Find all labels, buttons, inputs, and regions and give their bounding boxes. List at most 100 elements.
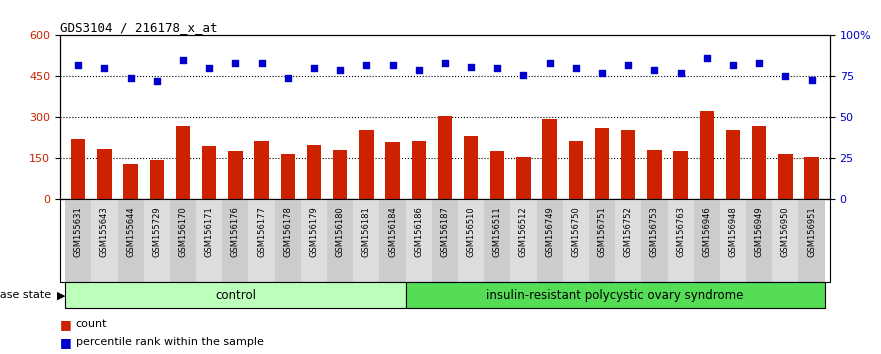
Bar bbox=[726, 130, 740, 199]
Bar bbox=[405, 282, 825, 308]
Bar bbox=[222, 199, 248, 282]
Point bbox=[176, 57, 190, 63]
Text: GSM156749: GSM156749 bbox=[545, 206, 554, 257]
Bar bbox=[333, 150, 347, 199]
Text: GSM156179: GSM156179 bbox=[309, 206, 318, 257]
Text: GSM156511: GSM156511 bbox=[492, 206, 502, 257]
Point bbox=[752, 61, 766, 66]
Text: GSM156512: GSM156512 bbox=[519, 206, 528, 257]
Text: GSM155631: GSM155631 bbox=[74, 206, 83, 257]
Text: GDS3104 / 216178_x_at: GDS3104 / 216178_x_at bbox=[60, 21, 218, 34]
Point bbox=[778, 74, 792, 79]
Bar bbox=[65, 282, 405, 308]
Bar bbox=[327, 199, 353, 282]
Bar bbox=[673, 152, 688, 199]
Bar bbox=[385, 142, 400, 199]
Bar bbox=[176, 126, 190, 199]
Bar bbox=[641, 199, 668, 282]
Bar bbox=[543, 119, 557, 199]
Text: GSM156951: GSM156951 bbox=[807, 206, 816, 257]
Text: GSM156949: GSM156949 bbox=[755, 206, 764, 257]
Text: GSM156177: GSM156177 bbox=[257, 206, 266, 257]
Point bbox=[490, 65, 504, 71]
Text: count: count bbox=[76, 319, 107, 329]
Text: GSM156187: GSM156187 bbox=[440, 206, 449, 257]
Bar bbox=[380, 199, 405, 282]
Bar bbox=[720, 199, 746, 282]
Bar bbox=[405, 199, 432, 282]
Bar bbox=[615, 199, 641, 282]
Point bbox=[386, 62, 400, 68]
Point bbox=[359, 62, 374, 68]
Bar bbox=[255, 141, 269, 199]
Bar bbox=[746, 199, 773, 282]
Bar bbox=[248, 199, 275, 282]
Text: control: control bbox=[215, 289, 255, 302]
Bar bbox=[804, 157, 818, 199]
Text: GSM156180: GSM156180 bbox=[336, 206, 344, 257]
Bar bbox=[170, 199, 196, 282]
Bar bbox=[700, 110, 714, 199]
Bar bbox=[123, 164, 137, 199]
Text: GSM156186: GSM156186 bbox=[414, 206, 423, 257]
Point bbox=[98, 65, 112, 71]
Point bbox=[804, 77, 818, 82]
Bar bbox=[648, 150, 662, 199]
Text: GSM156753: GSM156753 bbox=[650, 206, 659, 257]
Point bbox=[595, 70, 609, 76]
Bar bbox=[432, 199, 458, 282]
Bar bbox=[568, 141, 583, 199]
Bar bbox=[668, 199, 693, 282]
Point bbox=[569, 65, 583, 71]
Bar bbox=[773, 199, 798, 282]
Bar bbox=[595, 128, 610, 199]
Bar bbox=[752, 126, 766, 199]
Bar bbox=[202, 146, 217, 199]
Point bbox=[674, 70, 688, 76]
Point bbox=[307, 65, 321, 71]
Text: GSM155729: GSM155729 bbox=[152, 206, 161, 257]
Bar bbox=[411, 141, 426, 199]
Bar bbox=[92, 199, 117, 282]
Point bbox=[228, 61, 242, 66]
Text: GSM156752: GSM156752 bbox=[624, 206, 633, 257]
Point bbox=[464, 64, 478, 69]
Text: GSM156946: GSM156946 bbox=[702, 206, 711, 257]
Text: disease state: disease state bbox=[0, 290, 51, 300]
Text: GSM156750: GSM156750 bbox=[572, 206, 581, 257]
Text: GSM156171: GSM156171 bbox=[204, 206, 214, 257]
Bar bbox=[97, 149, 112, 199]
Text: GSM156763: GSM156763 bbox=[676, 206, 685, 257]
Bar bbox=[196, 199, 222, 282]
Bar bbox=[464, 137, 478, 199]
Text: GSM156176: GSM156176 bbox=[231, 206, 240, 257]
Text: GSM156178: GSM156178 bbox=[284, 206, 292, 257]
Bar bbox=[621, 130, 635, 199]
Bar bbox=[693, 199, 720, 282]
Point bbox=[202, 65, 216, 71]
Text: GSM156181: GSM156181 bbox=[362, 206, 371, 257]
Point bbox=[333, 67, 347, 73]
Point bbox=[700, 56, 714, 61]
Text: percentile rank within the sample: percentile rank within the sample bbox=[76, 337, 263, 348]
Text: GSM155643: GSM155643 bbox=[100, 206, 109, 257]
Bar bbox=[353, 199, 380, 282]
Bar bbox=[563, 199, 589, 282]
Point bbox=[123, 75, 137, 81]
Bar bbox=[150, 160, 164, 199]
Point bbox=[281, 75, 295, 81]
Point bbox=[71, 62, 85, 68]
Text: GSM156950: GSM156950 bbox=[781, 206, 790, 257]
Point bbox=[726, 62, 740, 68]
Point bbox=[621, 62, 635, 68]
Bar bbox=[359, 130, 374, 199]
Bar bbox=[589, 199, 615, 282]
Text: insulin-resistant polycystic ovary syndrome: insulin-resistant polycystic ovary syndr… bbox=[486, 289, 744, 302]
Bar bbox=[798, 199, 825, 282]
Bar bbox=[485, 199, 510, 282]
Bar bbox=[65, 199, 92, 282]
Text: GSM156184: GSM156184 bbox=[388, 206, 397, 257]
Bar bbox=[516, 157, 530, 199]
Text: GSM156170: GSM156170 bbox=[179, 206, 188, 257]
Point bbox=[516, 72, 530, 78]
